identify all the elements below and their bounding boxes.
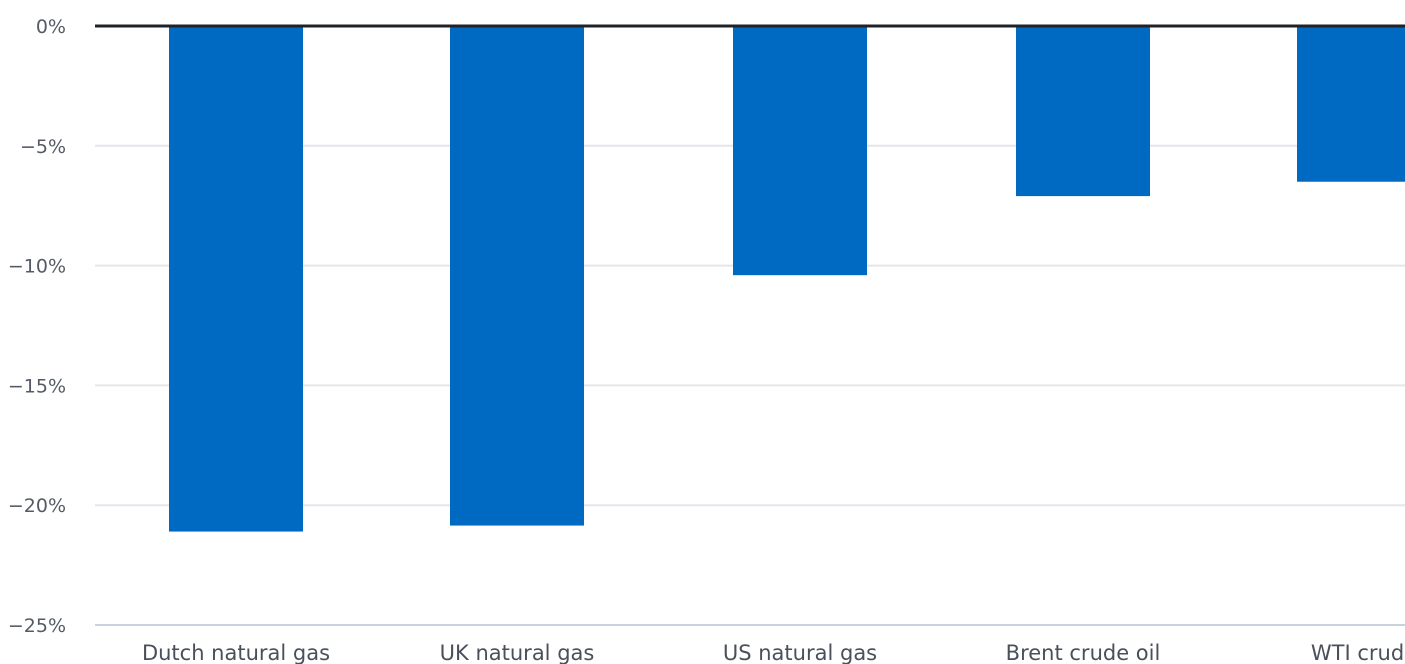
- y-tick-labels: 0% −5% −10% −15% −20% −25%: [8, 16, 66, 637]
- y-tick-label: −10%: [8, 256, 66, 278]
- x-category-label: Brent crude oil: [1006, 641, 1161, 664]
- y-tick-label: −20%: [8, 495, 66, 517]
- bar: [169, 26, 303, 532]
- bar: [1297, 26, 1405, 182]
- y-tick-label: −5%: [20, 136, 66, 158]
- category-labels: Dutch natural gas UK natural gas US natura…: [142, 641, 1405, 664]
- x-category-label: US natural gas: [723, 641, 877, 664]
- y-tick-label: −15%: [8, 375, 66, 397]
- x-category-label: UK natural gas: [440, 641, 595, 664]
- bar: [733, 26, 867, 276]
- bars: [169, 26, 1405, 532]
- x-category-label: WTI crude: [1311, 641, 1405, 664]
- axes: [95, 24, 1405, 626]
- x-category-label: Dutch natural gas: [142, 641, 330, 664]
- bar: [450, 26, 584, 526]
- y-tick-label: −25%: [8, 615, 66, 637]
- bar: [1016, 26, 1150, 197]
- y-tick-label: 0%: [36, 16, 66, 38]
